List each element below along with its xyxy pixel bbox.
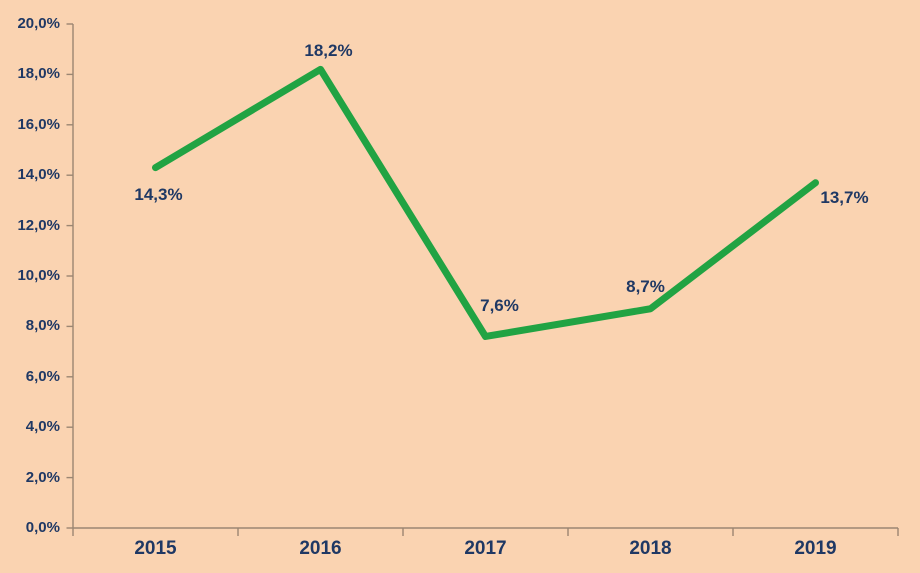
y-axis-tick-label: 8,0%: [25, 317, 60, 335]
y-axis-tick-label: 14,0%: [17, 166, 60, 184]
point-value-label: 18,2%: [304, 41, 353, 61]
y-axis-tick-label: 2,0%: [25, 468, 60, 486]
x-axis-category-label: 2018: [629, 538, 672, 559]
point-value-label: 7,6%: [480, 296, 519, 316]
x-axis-category-label: 2016: [299, 538, 342, 559]
y-axis-tick-label: 20,0%: [17, 15, 60, 32]
x-axis-category-label: 2019: [794, 538, 837, 559]
point-value-label: 8,7%: [626, 276, 665, 296]
y-axis-tick-label: 4,0%: [25, 418, 60, 436]
x-axis-category-label: 2017: [464, 538, 507, 559]
y-axis-tick-label: 16,0%: [17, 115, 60, 133]
x-axis-category-label: 2015: [134, 538, 177, 559]
data-line: [152, 65, 819, 340]
y-axis-tick-label: 10,0%: [17, 267, 60, 284]
y-axis-tick-label: 6,0%: [25, 367, 60, 385]
y-axis-tick-label: 12,0%: [17, 216, 60, 234]
point-value-label: 14,3%: [134, 184, 183, 204]
y-axis-tick-label: 0,0%: [25, 519, 60, 536]
y-axis-tick-label: 18,0%: [17, 65, 60, 83]
point-value-label: 13,7%: [820, 187, 869, 207]
